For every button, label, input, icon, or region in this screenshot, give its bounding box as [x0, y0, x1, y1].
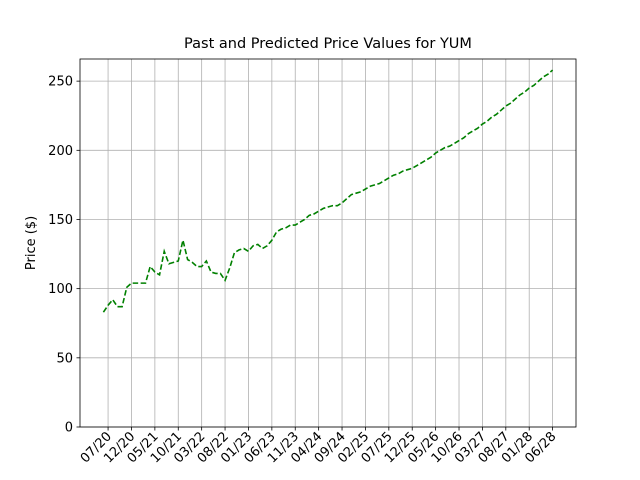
grid-layer — [80, 59, 576, 428]
y-tick-label: 50 — [56, 351, 73, 366]
y-axis-label: Price ($) — [24, 216, 39, 270]
y-tick-label: 200 — [48, 144, 73, 159]
axes-frame — [79, 58, 577, 428]
y-tick-label: 0 — [65, 421, 73, 436]
y-tick-label: 250 — [48, 75, 73, 90]
y-tick-label: 100 — [48, 282, 73, 297]
y-tick-label: 150 — [48, 213, 73, 228]
price-line — [102, 69, 554, 313]
data-layer — [102, 69, 554, 313]
chart-title: Past and Predicted Price Values for YUM — [184, 36, 472, 52]
